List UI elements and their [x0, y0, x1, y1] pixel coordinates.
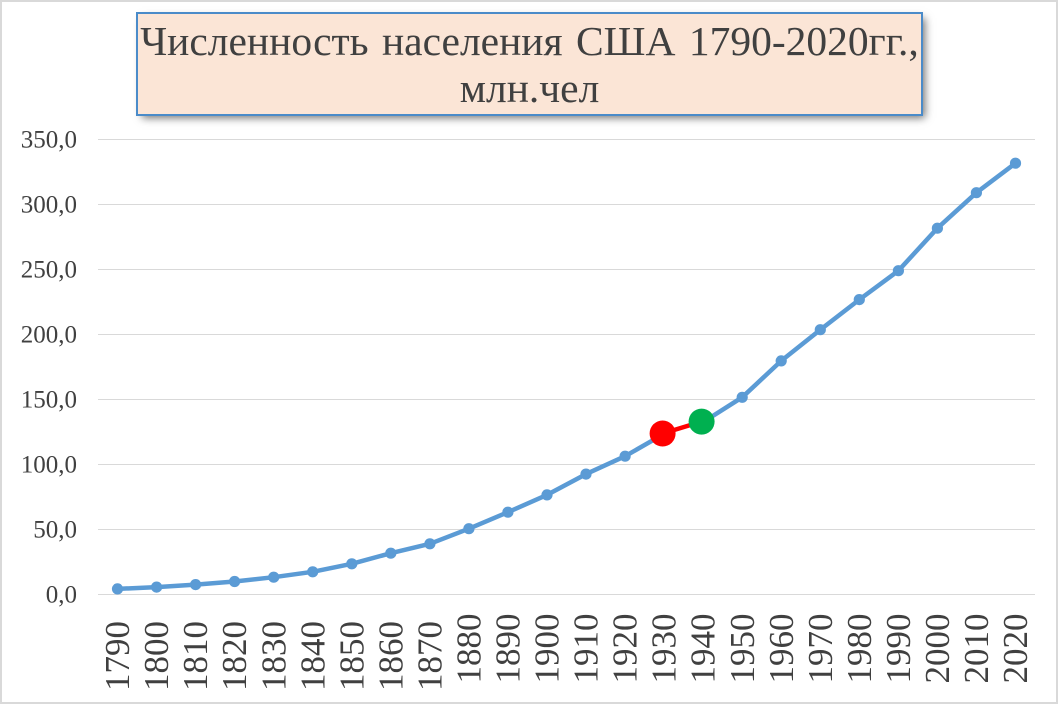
svg-text:1830: 1830 [254, 621, 293, 691]
svg-text:1900: 1900 [528, 614, 567, 684]
svg-text:1860: 1860 [371, 621, 410, 691]
svg-text:350,0: 350,0 [21, 127, 77, 154]
svg-text:1950: 1950 [723, 614, 762, 684]
svg-text:50,0: 50,0 [33, 517, 77, 544]
svg-text:1970: 1970 [801, 614, 840, 684]
svg-text:2020: 2020 [996, 614, 1035, 684]
svg-text:1810: 1810 [176, 621, 215, 691]
svg-text:1980: 1980 [840, 614, 879, 684]
svg-text:1790: 1790 [98, 621, 137, 691]
svg-text:1800: 1800 [137, 621, 176, 691]
svg-text:200,0: 200,0 [21, 322, 77, 349]
svg-text:1960: 1960 [762, 614, 801, 684]
svg-text:1990: 1990 [879, 614, 918, 684]
svg-text:1920: 1920 [606, 614, 645, 684]
svg-text:1910: 1910 [567, 614, 606, 684]
svg-text:1840: 1840 [293, 621, 332, 691]
svg-text:1930: 1930 [645, 614, 684, 684]
svg-text:1940: 1940 [684, 614, 723, 684]
svg-text:2000: 2000 [918, 614, 957, 684]
svg-text:250,0: 250,0 [21, 257, 77, 284]
svg-text:300,0: 300,0 [21, 192, 77, 219]
svg-text:2010: 2010 [957, 614, 996, 684]
svg-text:1880: 1880 [450, 614, 489, 684]
svg-text:100,0: 100,0 [21, 452, 77, 479]
svg-text:0,0: 0,0 [46, 582, 77, 609]
svg-text:1870: 1870 [411, 621, 450, 691]
svg-text:150,0: 150,0 [21, 387, 77, 414]
svg-text:1890: 1890 [489, 614, 528, 684]
svg-text:1850: 1850 [332, 621, 371, 691]
svg-text:1820: 1820 [215, 621, 254, 691]
